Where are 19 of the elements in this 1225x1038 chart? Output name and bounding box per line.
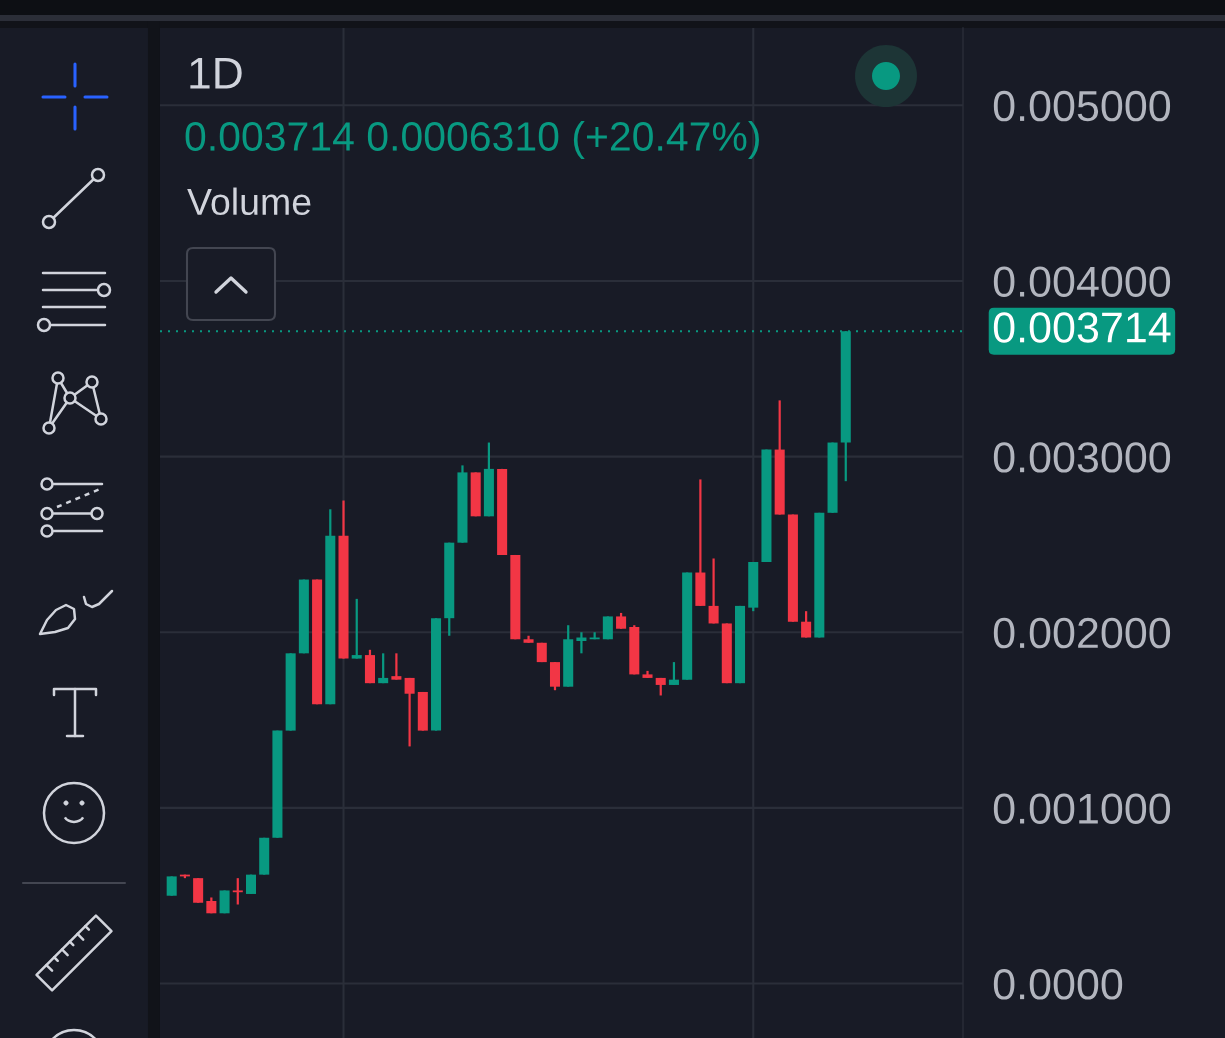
candlestick (166, 875, 177, 897)
candlestick (801, 610, 812, 639)
text: 1D (190, 57, 242, 89)
y-tick-label: 0.004000 (993, 266, 1171, 297)
candlestick (378, 652, 389, 685)
candlestick (351, 597, 362, 660)
y-tick-label: 0.002000 (993, 617, 1171, 649)
y-tick-label: 0.005000 (993, 90, 1171, 122)
candlestick (391, 652, 402, 681)
candlestick (404, 676, 415, 748)
candlestick (232, 877, 243, 906)
candlestick (708, 557, 719, 625)
y-tick-label: 0.001000 (993, 793, 1171, 824)
annotation: Volume (187, 187, 311, 216)
y-tick-label: 0.0000 (993, 969, 1123, 1000)
candlestick (668, 660, 679, 687)
ref-line-label: 0.003714 (993, 312, 1171, 343)
annotation: 0.003714 0.0006310 (+20.47%) (185, 120, 759, 160)
y-tick-label: 0.003000 (993, 442, 1171, 473)
